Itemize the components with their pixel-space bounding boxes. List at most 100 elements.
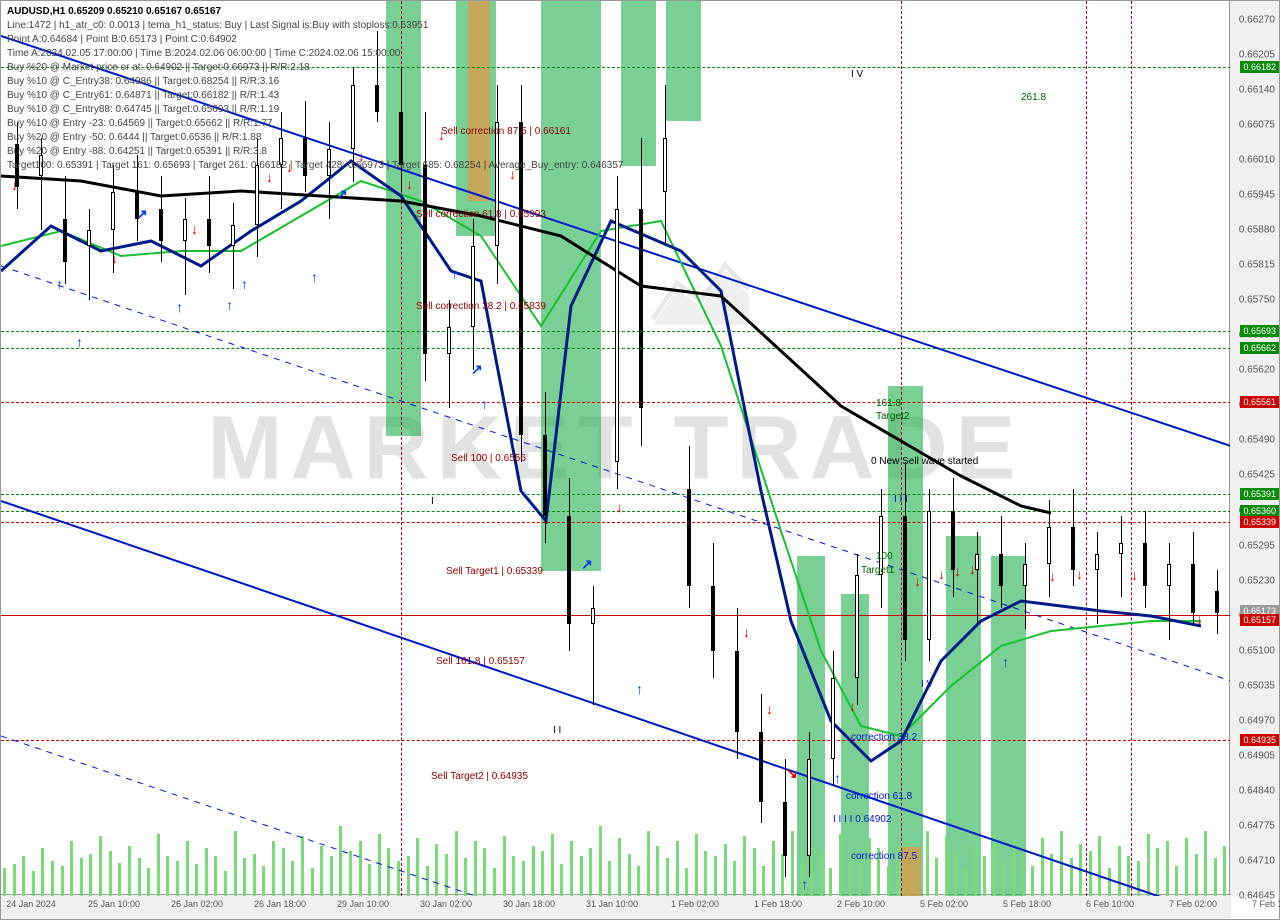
signal-arrow-icon: ↓ <box>616 499 623 515</box>
chart-annotation: correction 61.8 <box>846 791 912 802</box>
x-tick: 7 Feb 02:00 <box>1169 899 1217 909</box>
volume-bar <box>397 861 400 896</box>
chart-annotation: Sell correction 61.8 | 0.65993 <box>416 209 546 220</box>
chart-annotation: Sell Target2 | 0.64935 <box>431 771 528 782</box>
volume-bar <box>253 854 256 896</box>
x-tick: 30 Jan 02:00 <box>420 899 472 909</box>
y-tick: 0.65425 <box>1239 470 1275 481</box>
volume-bar <box>1147 834 1150 896</box>
x-tick: 5 Feb 02:00 <box>920 899 968 909</box>
volume-bar <box>1118 846 1121 896</box>
y-tick: 0.66140 <box>1239 84 1275 95</box>
y-tick: 0.65815 <box>1239 260 1275 271</box>
volume-bar <box>724 844 727 896</box>
volume-bar <box>1050 854 1053 896</box>
y-tick: 0.65100 <box>1239 645 1275 656</box>
volume-bar <box>820 851 823 896</box>
volume-bar <box>70 841 73 896</box>
volume-bar <box>1156 848 1159 896</box>
volume-bar <box>695 834 698 896</box>
chart-annotation: Target2 <box>876 411 909 422</box>
volume-bar <box>1137 861 1140 896</box>
volume-bar <box>935 858 938 896</box>
chart-annotation: I I <box>553 725 561 736</box>
x-tick: 31 Jan 10:00 <box>586 899 638 909</box>
info-line: Buy %10 @ C_Entry61: 0.64871 || Target:0… <box>7 89 623 103</box>
volume-bar <box>41 848 44 896</box>
chart-info-panel: AUDUSD,H1 0.65209 0.65210 0.65167 0.6516… <box>7 5 623 173</box>
volume-bar <box>157 834 160 896</box>
volume-bar <box>512 856 515 896</box>
price-tag: 0.66182 <box>1240 61 1279 73</box>
signal-arrow-icon: ↓ <box>1131 567 1138 583</box>
volume-bar <box>1060 831 1063 896</box>
chart-annotation: I <box>431 496 434 507</box>
volume-bar <box>22 856 25 896</box>
volume-bar <box>781 854 784 896</box>
volume-bar <box>262 866 265 896</box>
time-marker <box>1131 1 1132 896</box>
volume-bar <box>176 861 179 896</box>
info-line: Buy %20 @ Entry -88: 0.64251 || Target:0… <box>7 145 623 159</box>
volume-bar <box>109 851 112 896</box>
volume-bar <box>474 841 477 896</box>
price-tag: 0.65157 <box>1240 614 1279 626</box>
volume-bar <box>580 856 583 896</box>
signal-arrow-icon: ↗ <box>336 186 348 203</box>
info-line: Target100: 0.65391 | Target 161: 0.65693… <box>7 159 623 173</box>
x-tick: 29 Jan 10:00 <box>337 899 389 909</box>
chart-plot-area[interactable]: MARKET TRADE Sell correction 87.5 | 0.66… <box>1 1 1231 896</box>
volume-bar <box>214 856 217 896</box>
x-tick: 7 Feb 18:00 <box>1252 899 1280 909</box>
volume-bar <box>926 831 929 896</box>
x-tick: 5 Feb 18:00 <box>1003 899 1051 909</box>
price-tag: 0.65693 <box>1240 325 1279 337</box>
volume-bar <box>234 831 237 896</box>
y-tick: 0.65620 <box>1239 365 1275 376</box>
volume-bar <box>445 854 448 896</box>
signal-arrow-icon: ↓ <box>1196 611 1203 627</box>
x-tick: 1 Feb 18:00 <box>754 899 802 909</box>
watermark-icon <box>641 241 761 361</box>
signal-zone-green <box>666 1 701 121</box>
y-tick: 0.64970 <box>1239 715 1275 726</box>
chart-annotation: Sell correction 38.2 | 0.65839 <box>416 301 546 312</box>
x-tick: 2 Feb 10:00 <box>837 899 885 909</box>
volume-bar <box>311 868 314 896</box>
volume-bar <box>954 851 957 896</box>
x-tick: 26 Jan 02:00 <box>171 899 223 909</box>
info-line: Buy %10 @ C_Entry88: 0.64745 || Target:0… <box>7 103 623 117</box>
chart-annotation: Sell 100 | 0.6556 <box>451 453 526 464</box>
volume-bar <box>1185 838 1188 896</box>
volume-bar <box>378 834 381 896</box>
chart-annotation: 261.8 <box>1021 92 1046 103</box>
volume-bar <box>407 856 410 896</box>
signal-arrow-icon: ↓ <box>938 566 945 582</box>
chart-annotation: 0 New Sell wave started <box>871 456 978 467</box>
price-level-line <box>1 522 1231 523</box>
x-tick: 26 Jan 18:00 <box>254 899 306 909</box>
y-tick: 0.64775 <box>1239 820 1275 831</box>
chart-annotation: Sell 161.8 | 0.65157 <box>436 656 525 667</box>
volume-bar <box>1204 831 1207 896</box>
signal-zone-green <box>991 556 1026 896</box>
x-tick: 1 Feb 02:00 <box>671 899 719 909</box>
signal-arrow-icon: ↑ <box>636 681 643 697</box>
x-tick: 25 Jan 10:00 <box>88 899 140 909</box>
volume-bar <box>80 858 83 896</box>
price-tag: 0.64935 <box>1240 734 1279 746</box>
x-tick: 6 Feb 10:00 <box>1086 899 1134 909</box>
volume-bar <box>13 864 16 896</box>
info-line: Buy %10 @ Entry -23: 0.64569 || Target:0… <box>7 117 623 131</box>
volume-bar <box>599 826 602 896</box>
signal-arrow-icon: ↓ <box>406 176 413 192</box>
volume-bar <box>1031 866 1034 896</box>
chart-annotation: I V <box>921 679 933 690</box>
volume-bar <box>339 826 342 896</box>
volume-bar <box>89 854 92 896</box>
chart-container: MARKET TRADE Sell correction 87.5 | 0.66… <box>0 0 1280 920</box>
volume-bar <box>637 866 640 896</box>
signal-zone-green <box>621 1 656 166</box>
volume-bar <box>647 831 650 896</box>
chart-annotation: 100 <box>876 551 893 562</box>
